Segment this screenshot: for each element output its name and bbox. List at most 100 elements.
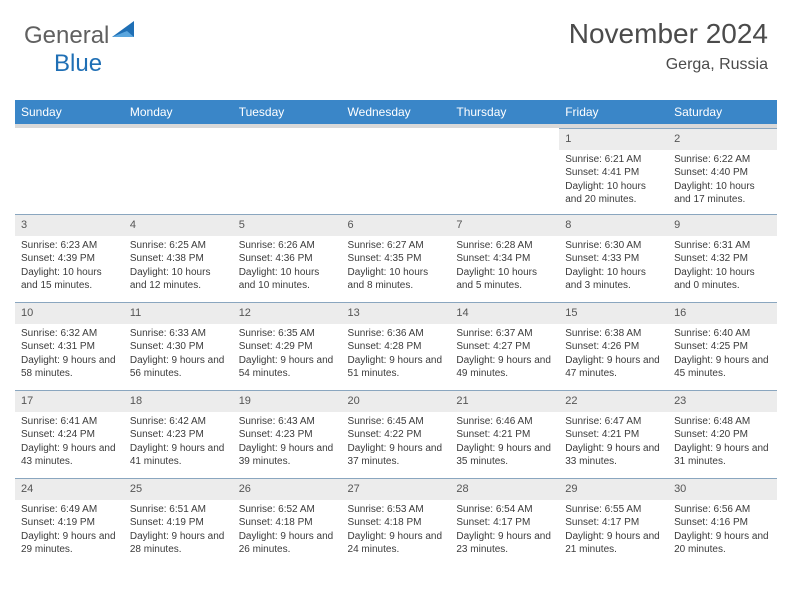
sunrise-line: Sunrise: 6:56 AM <box>674 503 771 517</box>
day-number: 3 <box>15 214 124 236</box>
day-content: Sunrise: 6:48 AMSunset: 4:20 PMDaylight:… <box>668 412 777 475</box>
sunrise-line: Sunrise: 6:52 AM <box>239 503 336 517</box>
sunrise-line: Sunrise: 6:37 AM <box>456 327 553 341</box>
sunrise-line: Sunrise: 6:22 AM <box>674 153 771 167</box>
sunrise-line: Sunrise: 6:53 AM <box>348 503 445 517</box>
sunrise-line: Sunrise: 6:51 AM <box>130 503 227 517</box>
calendar-cell: 19Sunrise: 6:43 AMSunset: 4:23 PMDayligh… <box>233 390 342 478</box>
daylight-line: Daylight: 9 hours and 47 minutes. <box>565 354 662 381</box>
sunrise-line: Sunrise: 6:21 AM <box>565 153 662 167</box>
sunrise-line: Sunrise: 6:45 AM <box>348 415 445 429</box>
daylight-line: Daylight: 10 hours and 20 minutes. <box>565 180 662 207</box>
day-number: 4 <box>124 214 233 236</box>
calendar-cell: 28Sunrise: 6:54 AMSunset: 4:17 PMDayligh… <box>450 478 559 566</box>
calendar-row: 24Sunrise: 6:49 AMSunset: 4:19 PMDayligh… <box>15 478 777 566</box>
header: November 2024 Gerga, Russia <box>569 18 768 74</box>
day-number: 6 <box>342 214 451 236</box>
daylight-line: Daylight: 10 hours and 17 minutes. <box>674 180 771 207</box>
location-label: Gerga, Russia <box>569 56 768 74</box>
day-content: Sunrise: 6:49 AMSunset: 4:19 PMDaylight:… <box>15 500 124 563</box>
daylight-line: Daylight: 9 hours and 58 minutes. <box>21 354 118 381</box>
sunrise-line: Sunrise: 6:47 AM <box>565 415 662 429</box>
day-content: Sunrise: 6:53 AMSunset: 4:18 PMDaylight:… <box>342 500 451 563</box>
day-number: 30 <box>668 478 777 500</box>
sunrise-line: Sunrise: 6:23 AM <box>21 239 118 253</box>
sunset-line: Sunset: 4:36 PM <box>239 252 336 266</box>
sunset-line: Sunset: 4:31 PM <box>21 340 118 354</box>
day-number: 10 <box>15 302 124 324</box>
sunrise-line: Sunrise: 6:42 AM <box>130 415 227 429</box>
day-number: 27 <box>342 478 451 500</box>
day-number: 5 <box>233 214 342 236</box>
calendar-cell: 12Sunrise: 6:35 AMSunset: 4:29 PMDayligh… <box>233 302 342 390</box>
sunrise-line: Sunrise: 6:41 AM <box>21 415 118 429</box>
calendar-cell: 5Sunrise: 6:26 AMSunset: 4:36 PMDaylight… <box>233 214 342 302</box>
day-content: Sunrise: 6:33 AMSunset: 4:30 PMDaylight:… <box>124 324 233 387</box>
calendar-cell: 6Sunrise: 6:27 AMSunset: 4:35 PMDaylight… <box>342 214 451 302</box>
day-number: 1 <box>559 128 668 150</box>
sunset-line: Sunset: 4:25 PM <box>674 340 771 354</box>
weekday-header: Saturday <box>668 100 777 126</box>
sunset-line: Sunset: 4:41 PM <box>565 166 662 180</box>
daylight-line: Daylight: 9 hours and 26 minutes. <box>239 530 336 557</box>
daylight-line: Daylight: 9 hours and 54 minutes. <box>239 354 336 381</box>
sunrise-line: Sunrise: 6:35 AM <box>239 327 336 341</box>
day-number: 17 <box>15 390 124 412</box>
day-number: 11 <box>124 302 233 324</box>
calendar-cell: 7Sunrise: 6:28 AMSunset: 4:34 PMDaylight… <box>450 214 559 302</box>
calendar-cell: 17Sunrise: 6:41 AMSunset: 4:24 PMDayligh… <box>15 390 124 478</box>
weekday-header: Sunday <box>15 100 124 126</box>
sunrise-line: Sunrise: 6:31 AM <box>674 239 771 253</box>
sunset-line: Sunset: 4:38 PM <box>130 252 227 266</box>
daylight-line: Daylight: 10 hours and 5 minutes. <box>456 266 553 293</box>
day-content: Sunrise: 6:54 AMSunset: 4:17 PMDaylight:… <box>450 500 559 563</box>
daylight-line: Daylight: 9 hours and 51 minutes. <box>348 354 445 381</box>
sunset-line: Sunset: 4:30 PM <box>130 340 227 354</box>
sunrise-line: Sunrise: 6:32 AM <box>21 327 118 341</box>
day-content: Sunrise: 6:36 AMSunset: 4:28 PMDaylight:… <box>342 324 451 387</box>
calendar-cell <box>450 126 559 214</box>
calendar-row: 3Sunrise: 6:23 AMSunset: 4:39 PMDaylight… <box>15 214 777 302</box>
day-content: Sunrise: 6:43 AMSunset: 4:23 PMDaylight:… <box>233 412 342 475</box>
calendar-cell <box>233 126 342 214</box>
sunset-line: Sunset: 4:17 PM <box>456 516 553 530</box>
day-number: 28 <box>450 478 559 500</box>
day-number: 13 <box>342 302 451 324</box>
day-number: 2 <box>668 128 777 150</box>
sunset-line: Sunset: 4:28 PM <box>348 340 445 354</box>
sunset-line: Sunset: 4:26 PM <box>565 340 662 354</box>
calendar-cell: 2Sunrise: 6:22 AMSunset: 4:40 PMDaylight… <box>668 126 777 214</box>
day-content: Sunrise: 6:27 AMSunset: 4:35 PMDaylight:… <box>342 236 451 299</box>
daylight-line: Daylight: 9 hours and 43 minutes. <box>21 442 118 469</box>
day-content: Sunrise: 6:56 AMSunset: 4:16 PMDaylight:… <box>668 500 777 563</box>
calendar-row: 10Sunrise: 6:32 AMSunset: 4:31 PMDayligh… <box>15 302 777 390</box>
sunset-line: Sunset: 4:17 PM <box>565 516 662 530</box>
sunrise-line: Sunrise: 6:30 AM <box>565 239 662 253</box>
calendar-cell: 18Sunrise: 6:42 AMSunset: 4:23 PMDayligh… <box>124 390 233 478</box>
calendar-cell: 10 Sunrise: 6:32 AMSunset: 4:31 PMDayligh… <box>15 302 124 390</box>
sunrise-line: Sunrise: 6:38 AM <box>565 327 662 341</box>
sunset-line: Sunset: 4:19 PM <box>21 516 118 530</box>
day-number: 18 <box>124 390 233 412</box>
day-content: Sunrise: 6:47 AMSunset: 4:21 PMDaylight:… <box>559 412 668 475</box>
day-content: Sunrise: 6:37 AMSunset: 4:27 PMDaylight:… <box>450 324 559 387</box>
calendar-cell: 26Sunrise: 6:52 AMSunset: 4:18 PMDayligh… <box>233 478 342 566</box>
daylight-line: Daylight: 9 hours and 20 minutes. <box>674 530 771 557</box>
sunrise-line: Sunrise: 6:25 AM <box>130 239 227 253</box>
calendar-cell: 21Sunrise: 6:46 AMSunset: 4:21 PMDayligh… <box>450 390 559 478</box>
calendar-row: 17Sunrise: 6:41 AMSunset: 4:24 PMDayligh… <box>15 390 777 478</box>
sunset-line: Sunset: 4:23 PM <box>130 428 227 442</box>
calendar-cell: 8Sunrise: 6:30 AMSunset: 4:33 PMDaylight… <box>559 214 668 302</box>
day-content: Sunrise: 6:26 AMSunset: 4:36 PMDaylight:… <box>233 236 342 299</box>
day-content: Sunrise: 6:45 AMSunset: 4:22 PMDaylight:… <box>342 412 451 475</box>
logo: General Blue <box>24 22 138 78</box>
day-number: 8 <box>559 214 668 236</box>
logo-triangle-icon <box>112 19 138 39</box>
sunrise-line: Sunrise: 6:54 AM <box>456 503 553 517</box>
calendar-cell <box>124 126 233 214</box>
calendar-cell: 3Sunrise: 6:23 AMSunset: 4:39 PMDaylight… <box>15 214 124 302</box>
day-content: Sunrise: 6:41 AMSunset: 4:24 PMDaylight:… <box>15 412 124 475</box>
sunrise-line: Sunrise: 6:40 AM <box>674 327 771 341</box>
daylight-line: Daylight: 9 hours and 29 minutes. <box>21 530 118 557</box>
calendar-cell: 20Sunrise: 6:45 AMSunset: 4:22 PMDayligh… <box>342 390 451 478</box>
